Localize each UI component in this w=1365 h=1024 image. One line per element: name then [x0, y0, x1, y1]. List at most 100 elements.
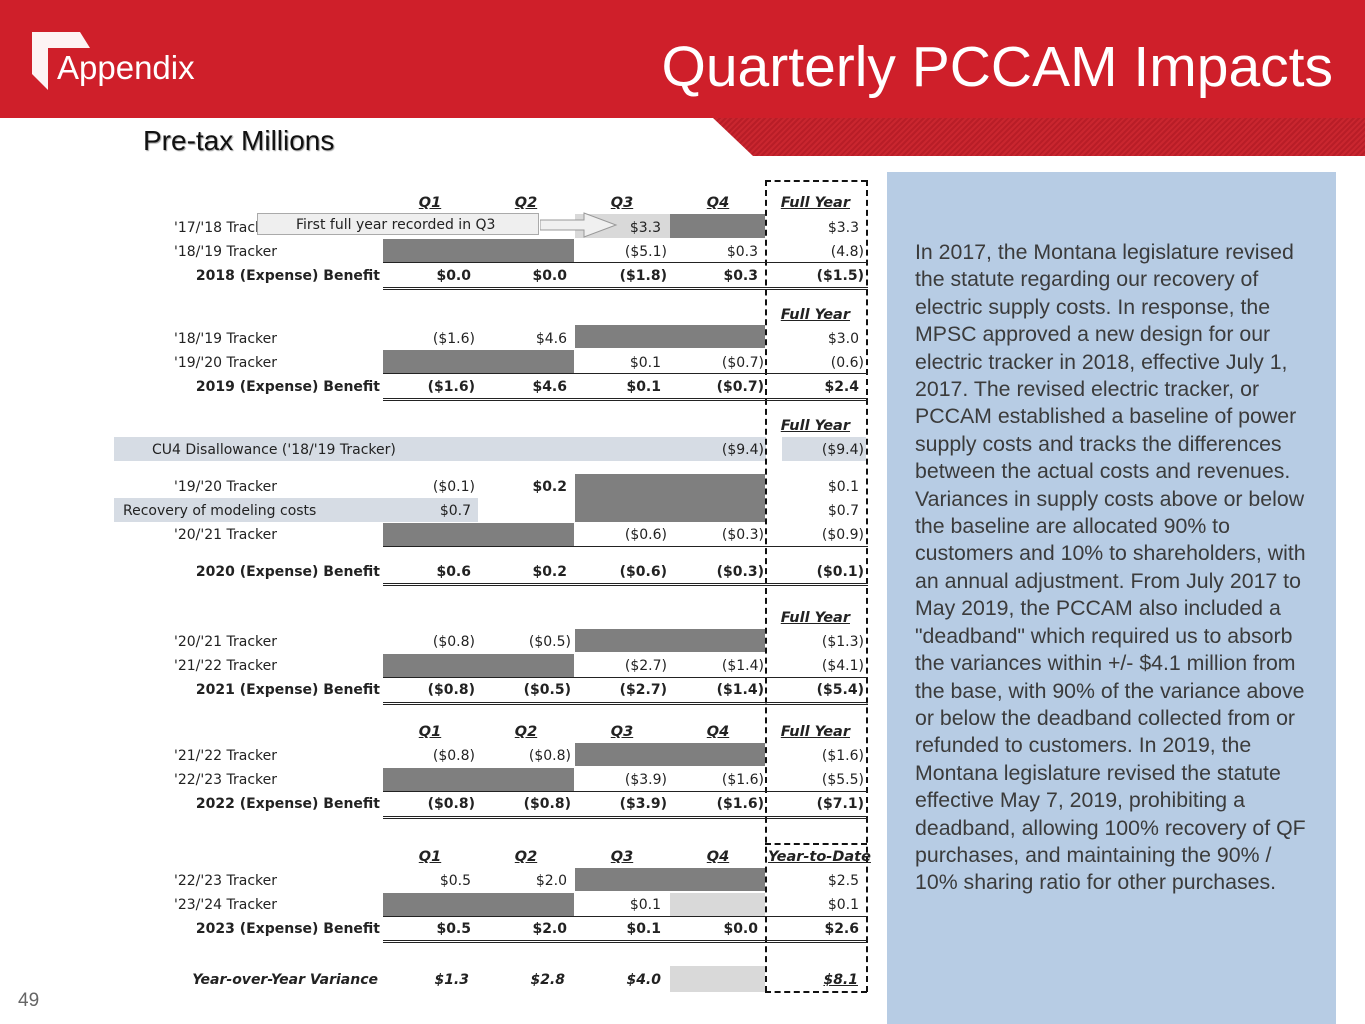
callout-note: First full year recorded in Q3	[257, 213, 539, 235]
cell: $1.3	[434, 972, 469, 988]
total-line	[383, 702, 868, 703]
col-header-full-year: Full Year	[780, 724, 850, 740]
cell: ($1.8)	[619, 268, 667, 284]
cell: $0.6	[436, 564, 471, 580]
cell-shade	[670, 966, 765, 992]
col-header-q3: Q3	[610, 195, 634, 211]
cell: ($0.7)	[716, 379, 764, 395]
logo-corner-icon	[32, 32, 90, 90]
cell: $0.3	[726, 244, 758, 260]
pccam-table: Q1 Q2 Q3 Q4 Full Year '17/'18 Tracker Fi…	[114, 180, 871, 993]
row-label: '22/'23 Tracker	[174, 772, 277, 788]
cell: ($7.1)	[816, 796, 864, 812]
cell: $4.6	[535, 331, 567, 347]
cell: $2.8	[530, 972, 565, 988]
total-line	[383, 940, 868, 941]
cell-shade	[575, 868, 765, 891]
cell-shade	[383, 768, 574, 791]
cell-shade	[575, 474, 765, 522]
cell: ($1.6)	[821, 748, 864, 764]
cell: ($0.9)	[821, 527, 864, 543]
cell: $0.3	[723, 268, 758, 284]
cell: $0.0	[723, 921, 758, 937]
cell: ($5.1)	[624, 244, 667, 260]
cell: $2.0	[535, 873, 567, 889]
row-band	[114, 437, 766, 461]
cell: $0.1	[626, 379, 661, 395]
row-label: Recovery of modeling costs	[123, 503, 317, 519]
col-header-q1: Q1	[418, 724, 442, 740]
cell: ($1.3)	[821, 634, 864, 650]
total-line	[383, 677, 868, 678]
total-line	[383, 791, 868, 792]
fy-box-top	[765, 180, 867, 182]
total-line	[383, 816, 868, 817]
decorative-stripe	[713, 118, 1365, 156]
total-line	[383, 287, 868, 288]
cell: $0.0	[436, 268, 471, 284]
fy-box-left	[765, 180, 767, 992]
cell-shade	[383, 350, 574, 373]
col-header-full-year: Full Year	[780, 307, 850, 323]
cell: $0.0	[532, 268, 567, 284]
row-label: CU4 Disallowance ('18/'19 Tracker)	[152, 442, 396, 458]
cell-shade	[383, 893, 574, 916]
subtitle: Pre-tax Millions	[143, 125, 335, 156]
cell: $0.2	[532, 479, 567, 495]
col-header-q4: Q4	[706, 849, 730, 865]
total-line	[383, 400, 868, 401]
cell: ($1.6)	[721, 772, 764, 788]
col-header-q2: Q2	[514, 849, 538, 865]
cell: ($0.3)	[716, 564, 764, 580]
col-header-q3: Q3	[610, 724, 634, 740]
explanation-text: In 2017, the Montana legislature revised…	[915, 240, 1306, 895]
cell: ($1.4)	[721, 658, 764, 674]
col-header-q4: Q4	[706, 724, 730, 740]
cell: $2.4	[824, 379, 859, 395]
cell-shade	[383, 523, 574, 546]
total-label: 2019 (Expense) Benefit	[195, 379, 380, 395]
cell: $0.1	[827, 897, 859, 913]
total-line	[383, 942, 868, 943]
row-label: '21/'22 Tracker	[174, 748, 277, 764]
cell: ($9.4)	[821, 442, 864, 458]
row-label: '20/'21 Tracker	[174, 634, 277, 650]
col-header-q1: Q1	[418, 849, 442, 865]
row-label: '22/'23 Tracker	[174, 873, 277, 889]
total-label: 2021 (Expense) Benefit	[195, 682, 380, 698]
cell: ($0.8)	[432, 634, 475, 650]
section-label: Appendix	[57, 49, 195, 86]
cell-shade	[670, 214, 765, 238]
cell: $2.0	[532, 921, 567, 937]
row-label: '18/'19 Tracker	[174, 331, 277, 347]
cell: ($2.7)	[624, 658, 667, 674]
col-header-q2: Q2	[514, 195, 538, 211]
page-title: Quarterly PCCAM Impacts	[661, 35, 1333, 99]
row-label: '19/'20 Tracker	[174, 479, 277, 495]
yoy-label: Year-over-Year Variance	[192, 972, 378, 988]
cell: $0.1	[629, 355, 661, 371]
cell: (4.8)	[830, 244, 864, 260]
fy-box-mid	[765, 843, 867, 845]
cell: $2.6	[824, 921, 859, 937]
cell: ($1.6)	[432, 331, 475, 347]
col-header-full-year: Full Year	[780, 610, 850, 626]
total-line	[383, 585, 868, 586]
total-line	[383, 916, 868, 917]
cell: ($0.6)	[624, 527, 667, 543]
col-header-full-year: Full Year	[780, 418, 850, 434]
cell: ($1.5)	[816, 268, 864, 284]
cell: $0.5	[439, 873, 471, 889]
cell: ($4.1)	[821, 658, 864, 674]
cell: $4.6	[532, 379, 567, 395]
col-header-q2: Q2	[514, 724, 538, 740]
cell: $8.1	[823, 972, 858, 988]
row-label: '18/'19 Tracker	[174, 244, 277, 260]
cell: $0.7	[827, 503, 859, 519]
total-label: 2020 (Expense) Benefit	[195, 564, 380, 580]
page-number: 49	[18, 990, 40, 1011]
cell-shade	[575, 325, 765, 348]
row-label: '23/'24 Tracker	[174, 897, 277, 913]
cell: $0.1	[626, 921, 661, 937]
cell: $2.5	[827, 873, 859, 889]
